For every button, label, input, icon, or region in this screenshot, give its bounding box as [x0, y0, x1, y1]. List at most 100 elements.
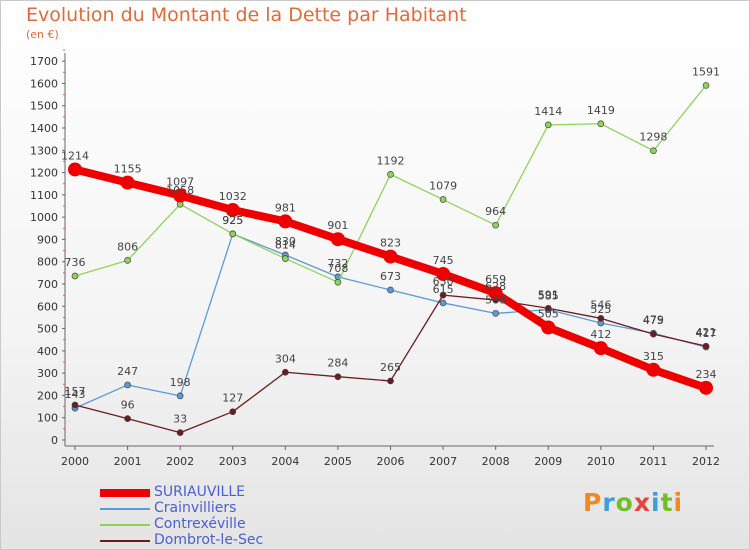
- data-point: [278, 214, 293, 229]
- data-point: [699, 380, 713, 395]
- data-point: [597, 314, 605, 322]
- y-tick-label: 800: [37, 256, 58, 269]
- logo-letter: i: [651, 488, 661, 517]
- legend-label: Dombrot-le-Sec: [154, 532, 264, 548]
- logo-letter: i: [673, 488, 684, 517]
- legend-item: SURIAUVILLE: [100, 484, 300, 501]
- data-label: 650: [433, 275, 454, 288]
- y-tick-label: 1200: [30, 167, 58, 180]
- data-point: [597, 120, 605, 128]
- data-label: 830: [275, 235, 296, 248]
- y-tick-label: 1000: [30, 211, 58, 224]
- chart-subtitle: (en €): [26, 28, 59, 41]
- data-label: 814: [275, 239, 296, 252]
- data-label: 234: [696, 368, 717, 381]
- x-tick-label: 2011: [639, 455, 667, 468]
- data-label: 315: [643, 350, 664, 363]
- y-tick-label: 700: [37, 278, 58, 291]
- data-label: 964: [485, 205, 506, 218]
- data-point: [229, 230, 237, 238]
- data-point: [124, 257, 131, 264]
- data-point: [439, 299, 447, 307]
- data-label: 981: [275, 201, 296, 214]
- data-point: [281, 368, 289, 376]
- y-tick-label: 300: [37, 367, 58, 380]
- data-point: [124, 415, 131, 422]
- data-point: [225, 203, 240, 218]
- data-label: 1192: [377, 154, 405, 167]
- data-point: [492, 221, 500, 229]
- data-point: [71, 272, 79, 280]
- legend-label: Contrexéville: [154, 516, 246, 532]
- data-point: [176, 429, 184, 436]
- legend-label: Crainvilliers: [154, 500, 237, 516]
- logo-letter: x: [633, 488, 651, 517]
- data-label: 925: [222, 214, 243, 227]
- data-label: 1591: [692, 65, 720, 78]
- data-point: [541, 320, 556, 335]
- data-label: 615: [433, 283, 454, 296]
- y-tick-label: 200: [37, 389, 58, 402]
- data-point: [650, 330, 657, 338]
- logo-letter: P: [583, 488, 603, 517]
- data-point: [229, 408, 237, 416]
- data-label: 736: [65, 256, 86, 269]
- data-label: 1414: [534, 105, 562, 118]
- data-point: [702, 342, 710, 350]
- data-point: [124, 381, 131, 389]
- data-point: [173, 188, 188, 203]
- x-tick-label: 2008: [482, 455, 510, 468]
- data-label: 284: [327, 357, 348, 370]
- legend-swatch: [100, 524, 150, 526]
- x-tick-label: 2006: [377, 455, 405, 468]
- data-label: 925: [222, 214, 243, 227]
- y-tick-label: 1300: [30, 144, 58, 157]
- y-tick-label: 1100: [30, 189, 58, 202]
- data-label: 157: [65, 385, 86, 398]
- y-tick-label: 0: [51, 434, 58, 447]
- x-tick-label: 2004: [271, 455, 299, 468]
- x-tick-label: 2001: [114, 455, 142, 468]
- y-tick-label: 1500: [30, 100, 58, 113]
- data-label: 806: [117, 240, 138, 253]
- data-label: 143: [65, 388, 86, 401]
- data-label: 659: [485, 273, 506, 286]
- data-label: 96: [121, 399, 135, 412]
- data-label: 475: [643, 314, 664, 327]
- y-tick-label: 900: [37, 233, 58, 246]
- x-tick-label: 2005: [324, 455, 352, 468]
- data-label: 1419: [587, 104, 615, 117]
- x-tick-label: 2012: [692, 455, 720, 468]
- data-label: 1097: [166, 176, 194, 189]
- data-point: [436, 266, 451, 281]
- data-label: 568: [485, 293, 506, 306]
- legend-swatch: [100, 508, 150, 510]
- data-point: [71, 401, 79, 409]
- data-point: [650, 147, 657, 155]
- data-point: [120, 175, 135, 190]
- data-label: 1298: [639, 131, 667, 144]
- data-label: 505: [538, 307, 559, 320]
- x-tick-label: 2007: [429, 455, 457, 468]
- legend-swatch: [100, 489, 150, 497]
- data-label: 412: [590, 328, 611, 341]
- y-tick-label: 100: [37, 412, 58, 425]
- data-point: [383, 249, 398, 264]
- legend-item: Dombrot-le-Sec: [100, 532, 300, 549]
- data-label: 732: [327, 257, 348, 270]
- data-label: 198: [170, 376, 191, 389]
- data-label: 745: [433, 254, 454, 267]
- data-label: 525: [590, 303, 611, 316]
- data-point: [330, 232, 345, 247]
- data-label: 247: [117, 365, 138, 378]
- data-label: 33: [173, 413, 187, 426]
- data-label: 823: [380, 237, 401, 250]
- data-point: [439, 196, 447, 203]
- data-label: 1058: [166, 184, 194, 197]
- data-label: 421: [696, 326, 717, 339]
- data-label: 585: [538, 290, 559, 303]
- data-point: [593, 341, 608, 356]
- data-point: [176, 392, 184, 400]
